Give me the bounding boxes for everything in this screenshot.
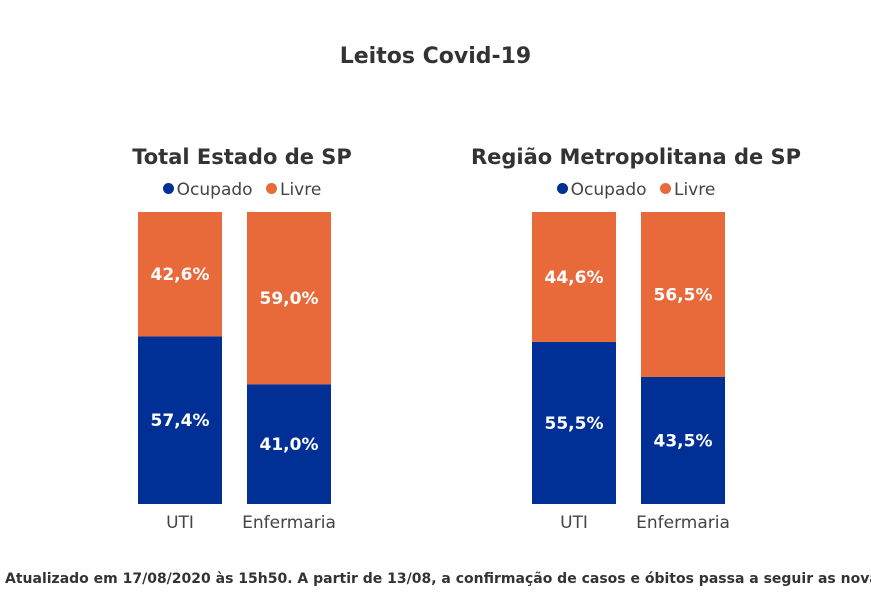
legend-label-livre: Livre — [673, 180, 716, 200]
bar-segment-livre-enfermaria — [641, 212, 725, 377]
legend-item-livre: Livre — [265, 180, 322, 200]
footnote: Atualizado em 17/08/2020 às 15h50. A par… — [5, 571, 871, 587]
legend-dot-livre — [265, 183, 277, 194]
bar-segment-ocupado-uti — [138, 336, 222, 504]
legend-label-livre: Livre — [279, 180, 322, 200]
chart-title: Total Estado de SP — [132, 145, 352, 169]
data-label-ocupado-uti: 55,5% — [545, 414, 604, 434]
data-label-livre-enfermaria: 59,0% — [260, 289, 319, 309]
chart-panel-total-estado: Total Estado de SP Ocupado Livre 57,4% 42… — [52, 140, 432, 540]
legend-item-ocupado: Ocupado — [556, 180, 647, 200]
chart-legend: Ocupado Livre — [446, 180, 826, 200]
data-label-livre-uti: 42,6% — [151, 265, 210, 285]
chart-panel-regiao-metropolitana: Região Metropolitana de SP Ocupado Livre… — [446, 140, 826, 540]
legend-label-ocupado: Ocupado — [570, 180, 647, 200]
legend-label-ocupado: Ocupado — [176, 180, 253, 200]
x-tick-label-uti: UTI — [166, 513, 194, 533]
legend-dot-livre — [659, 183, 671, 194]
legend-item-livre: Livre — [659, 180, 716, 200]
data-label-ocupado-enfermaria: 41,0% — [260, 435, 319, 455]
x-tick-label-uti: UTI — [560, 513, 588, 533]
bar-segment-ocupado-enfermaria — [641, 376, 725, 504]
data-label-livre-enfermaria: 56,5% — [654, 285, 713, 305]
stacked-bar-chart: 55,5% 44,6% UTI 43,5% 56,5% Enfermaria — [532, 212, 730, 533]
bar-segment-ocupado-uti — [532, 341, 616, 504]
chart-legend: Ocupado Livre — [52, 180, 432, 200]
chart-title: Região Metropolitana de SP — [470, 145, 802, 169]
bar-segment-livre-enfermaria — [247, 212, 331, 385]
legend-dot-ocupado — [162, 183, 174, 194]
legend-dot-ocupado — [556, 183, 568, 194]
bar-segment-ocupado-enfermaria — [247, 384, 331, 504]
data-label-ocupado-uti: 57,4% — [151, 411, 210, 431]
stacked-bar-chart: 57,4% 42,6% UTI 41,0% 59,0% Enfermaria — [138, 212, 336, 533]
x-tick-label-enfermaria: Enfermaria — [636, 513, 730, 533]
bar-segment-livre-uti — [138, 212, 222, 337]
data-label-livre-uti: 44,6% — [545, 268, 604, 288]
x-tick-label-enfermaria: Enfermaria — [242, 513, 336, 533]
legend-item-ocupado: Ocupado — [162, 180, 253, 200]
page-title: Leitos Covid-19 — [339, 44, 532, 69]
bar-segment-livre-uti — [532, 212, 616, 342]
data-label-ocupado-enfermaria: 43,5% — [654, 431, 713, 451]
